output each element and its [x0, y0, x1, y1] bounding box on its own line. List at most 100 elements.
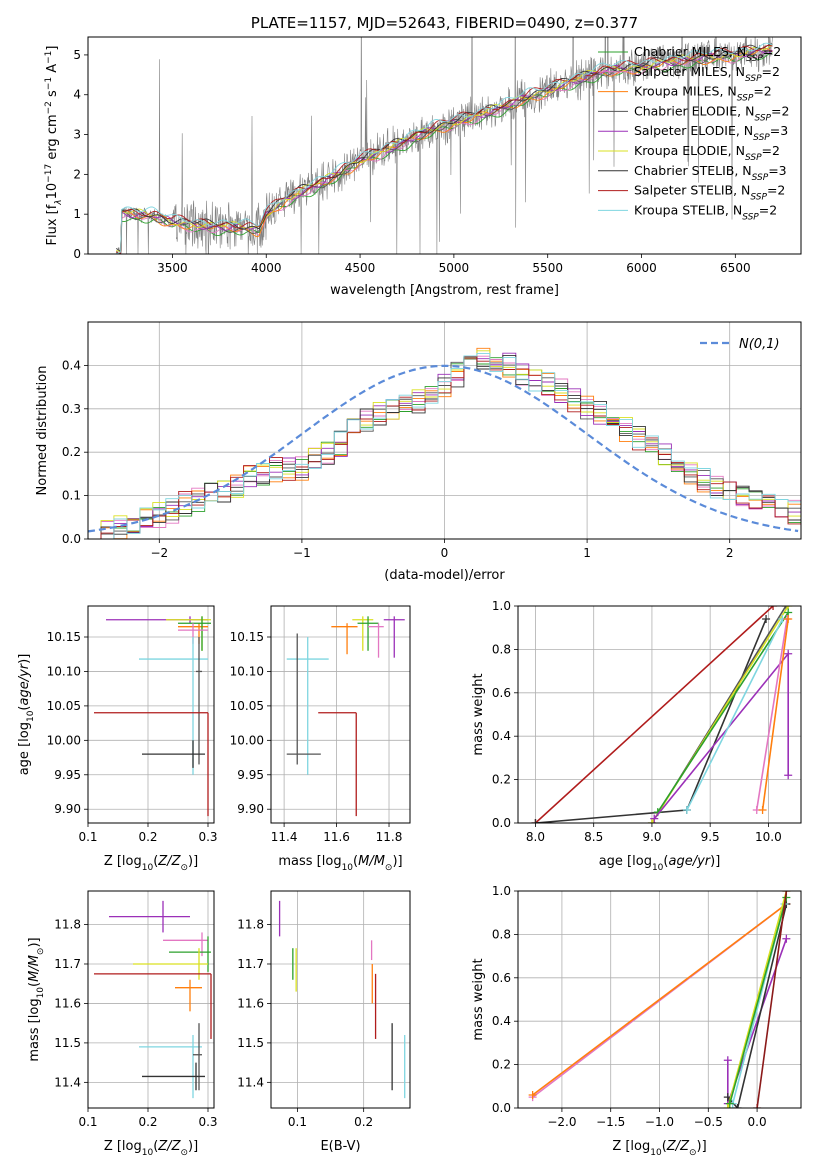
- y-tick-label: 4: [73, 88, 81, 102]
- weight-marker: [531, 819, 540, 823]
- y-tick-label: 9.95: [237, 768, 264, 782]
- legend-label: Kroupa ELODIE, NSSP=2: [634, 143, 780, 163]
- data-point-errorbar: [331, 623, 358, 655]
- x-tick-label: 0.2: [138, 1115, 157, 1129]
- y-tick-label: 0.4: [62, 358, 81, 372]
- x-tick-label: 9.0: [642, 830, 661, 844]
- data-point-errorbar: [318, 712, 357, 817]
- panel-weight-vs-age: 8.0 8.5 9.0 9.5 10.0 0.0 0.2 0.4 0.6 0.8 1.0 age [l…: [471, 599, 802, 873]
- y-tick-label: 11.8: [54, 918, 81, 932]
- model-line: [116, 52, 773, 254]
- x-tick-label: 8.0: [526, 830, 545, 844]
- axes-frame: [87, 36, 802, 255]
- data-point-errorbar: [286, 633, 321, 765]
- axes-frame: [517, 605, 802, 824]
- weight-line: [657, 612, 789, 813]
- weight-line: [727, 891, 788, 1108]
- data-point-errorbar: [368, 623, 384, 658]
- histogram-step-line: [88, 352, 801, 539]
- plot-area: [94, 900, 212, 1099]
- legend-label: Salpeter STELIB, NSSP=2: [634, 183, 785, 203]
- x-tick-label: 0.1: [78, 830, 97, 844]
- y-tick-label: 11.8: [237, 918, 264, 932]
- x-tick-label: 3500: [157, 261, 188, 275]
- axes-frame: [270, 890, 411, 1109]
- y-tick-label: 0.4: [492, 729, 511, 743]
- data-point-errorbar: [142, 1062, 205, 1091]
- y-tick-label: 0.2: [62, 445, 81, 459]
- data-point-errorbar: [357, 616, 379, 651]
- x-tick-label: 1: [583, 546, 591, 560]
- y-tick-label: 11.4: [54, 1075, 81, 1089]
- weight-marker: [650, 814, 659, 823]
- y-tick-label: 0.0: [492, 1101, 511, 1115]
- x-tick-label: 0.1: [288, 1115, 307, 1129]
- x-tick-label: 0.1: [78, 1115, 97, 1129]
- data-point-errorbar: [175, 979, 202, 1012]
- x-tick-label: −1.5: [596, 1115, 625, 1129]
- axes-frame: [517, 890, 802, 1109]
- legend-label: Chabrier STELIB, NSSP=3: [634, 163, 787, 183]
- y-tick-label: 10.10: [47, 664, 81, 678]
- x-tick-label: 10.0: [755, 830, 782, 844]
- legend-label: Salpeter MILES, NSSP=2: [634, 64, 780, 84]
- y-tick-label: 10.05: [230, 699, 264, 713]
- weight-marker: [782, 891, 791, 895]
- data-point-errorbar: [94, 712, 209, 817]
- x-tick-label: 5500: [532, 261, 563, 275]
- panel-weight-vs-Z: −2.0 −1.5 −1.0 −0.5 0.0 0.0 0.2 0.4 0.6 0.8 1.0 Z […: [471, 884, 802, 1158]
- x-tick-label: 8.5: [584, 830, 603, 844]
- y-tick-label: 0.4: [492, 1014, 511, 1028]
- x-tick-label: 11.6: [323, 830, 350, 844]
- weight-line: [756, 891, 788, 1108]
- data-point-errorbar: [169, 936, 211, 972]
- x-tick-label: −1: [293, 546, 311, 560]
- y-axis-label: Flux [fλ10−17 erg cm−2 s−1 A−1]: [44, 46, 64, 246]
- data-point-errorbar: [286, 637, 329, 775]
- y-tick-label: 11.6: [54, 996, 81, 1010]
- y-tick-label: 10.15: [47, 630, 81, 644]
- data-point-errorbar: [94, 973, 212, 1039]
- x-tick-label: 4500: [345, 261, 376, 275]
- x-tick-label: −0.5: [694, 1115, 723, 1129]
- x-tick-label: 2: [726, 546, 734, 560]
- y-tick-label: 11.5: [237, 1036, 264, 1050]
- axes-frame: [87, 321, 802, 540]
- legend-label: N(0,1): [739, 337, 780, 352]
- legend-label: Salpeter ELODIE, NSSP=3: [634, 123, 788, 143]
- plot-area: [94, 616, 211, 817]
- x-tick-label: −2.0: [547, 1115, 576, 1129]
- y-tick-label: 0.2: [492, 1058, 511, 1072]
- y-tick-label: 9.90: [54, 802, 81, 816]
- panel-mass-vs-ebv: 0.1 0.2 11.4 11.5 11.6 11.7 11.8 E(B-V): [237, 890, 411, 1154]
- y-axis-label: mass weight: [471, 673, 486, 755]
- y-tick-label: 3: [73, 128, 81, 142]
- y-tick-label: 0.8: [492, 927, 511, 941]
- x-tick-label: 11.4: [271, 830, 298, 844]
- x-axis-label: (data-model)/error: [384, 568, 505, 583]
- plot-area: [531, 606, 793, 823]
- weight-marker: [733, 1104, 742, 1108]
- panel-age-vs-mass: 11.4 11.6 11.8 9.90 9.95 10.00 10.05 10.10 10.15…: [230, 605, 411, 873]
- weight-marker: [725, 1099, 734, 1108]
- legend-label: Kroupa STELIB, NSSP=2: [634, 202, 777, 222]
- weight-marker: [784, 649, 793, 658]
- weight-marker: [723, 1056, 732, 1065]
- weight-marker: [723, 1104, 732, 1108]
- y-tick-label: 9.90: [237, 802, 264, 816]
- y-tick-label: 1.0: [492, 884, 511, 898]
- y-tick-label: 0.0: [62, 532, 81, 546]
- histogram-step-line: [88, 355, 801, 539]
- axes-frame: [270, 605, 411, 824]
- axes-frame: [87, 605, 215, 824]
- x-tick-label: 9.5: [701, 830, 720, 844]
- y-axis-label: mass weight: [471, 958, 486, 1040]
- y-tick-label: 0.2: [492, 773, 511, 787]
- y-tick-label: 11.5: [54, 1036, 81, 1050]
- x-axis-label: Z [log10(Z/Z⊙)]: [104, 1139, 198, 1158]
- histogram-step-line: [88, 354, 801, 539]
- y-tick-label: 11.4: [237, 1075, 264, 1089]
- panel-spectrum: 3500 4000 4500 5000 5500 6000 6500 0 1 2 3 4 5 PLATE=…: [44, 14, 802, 298]
